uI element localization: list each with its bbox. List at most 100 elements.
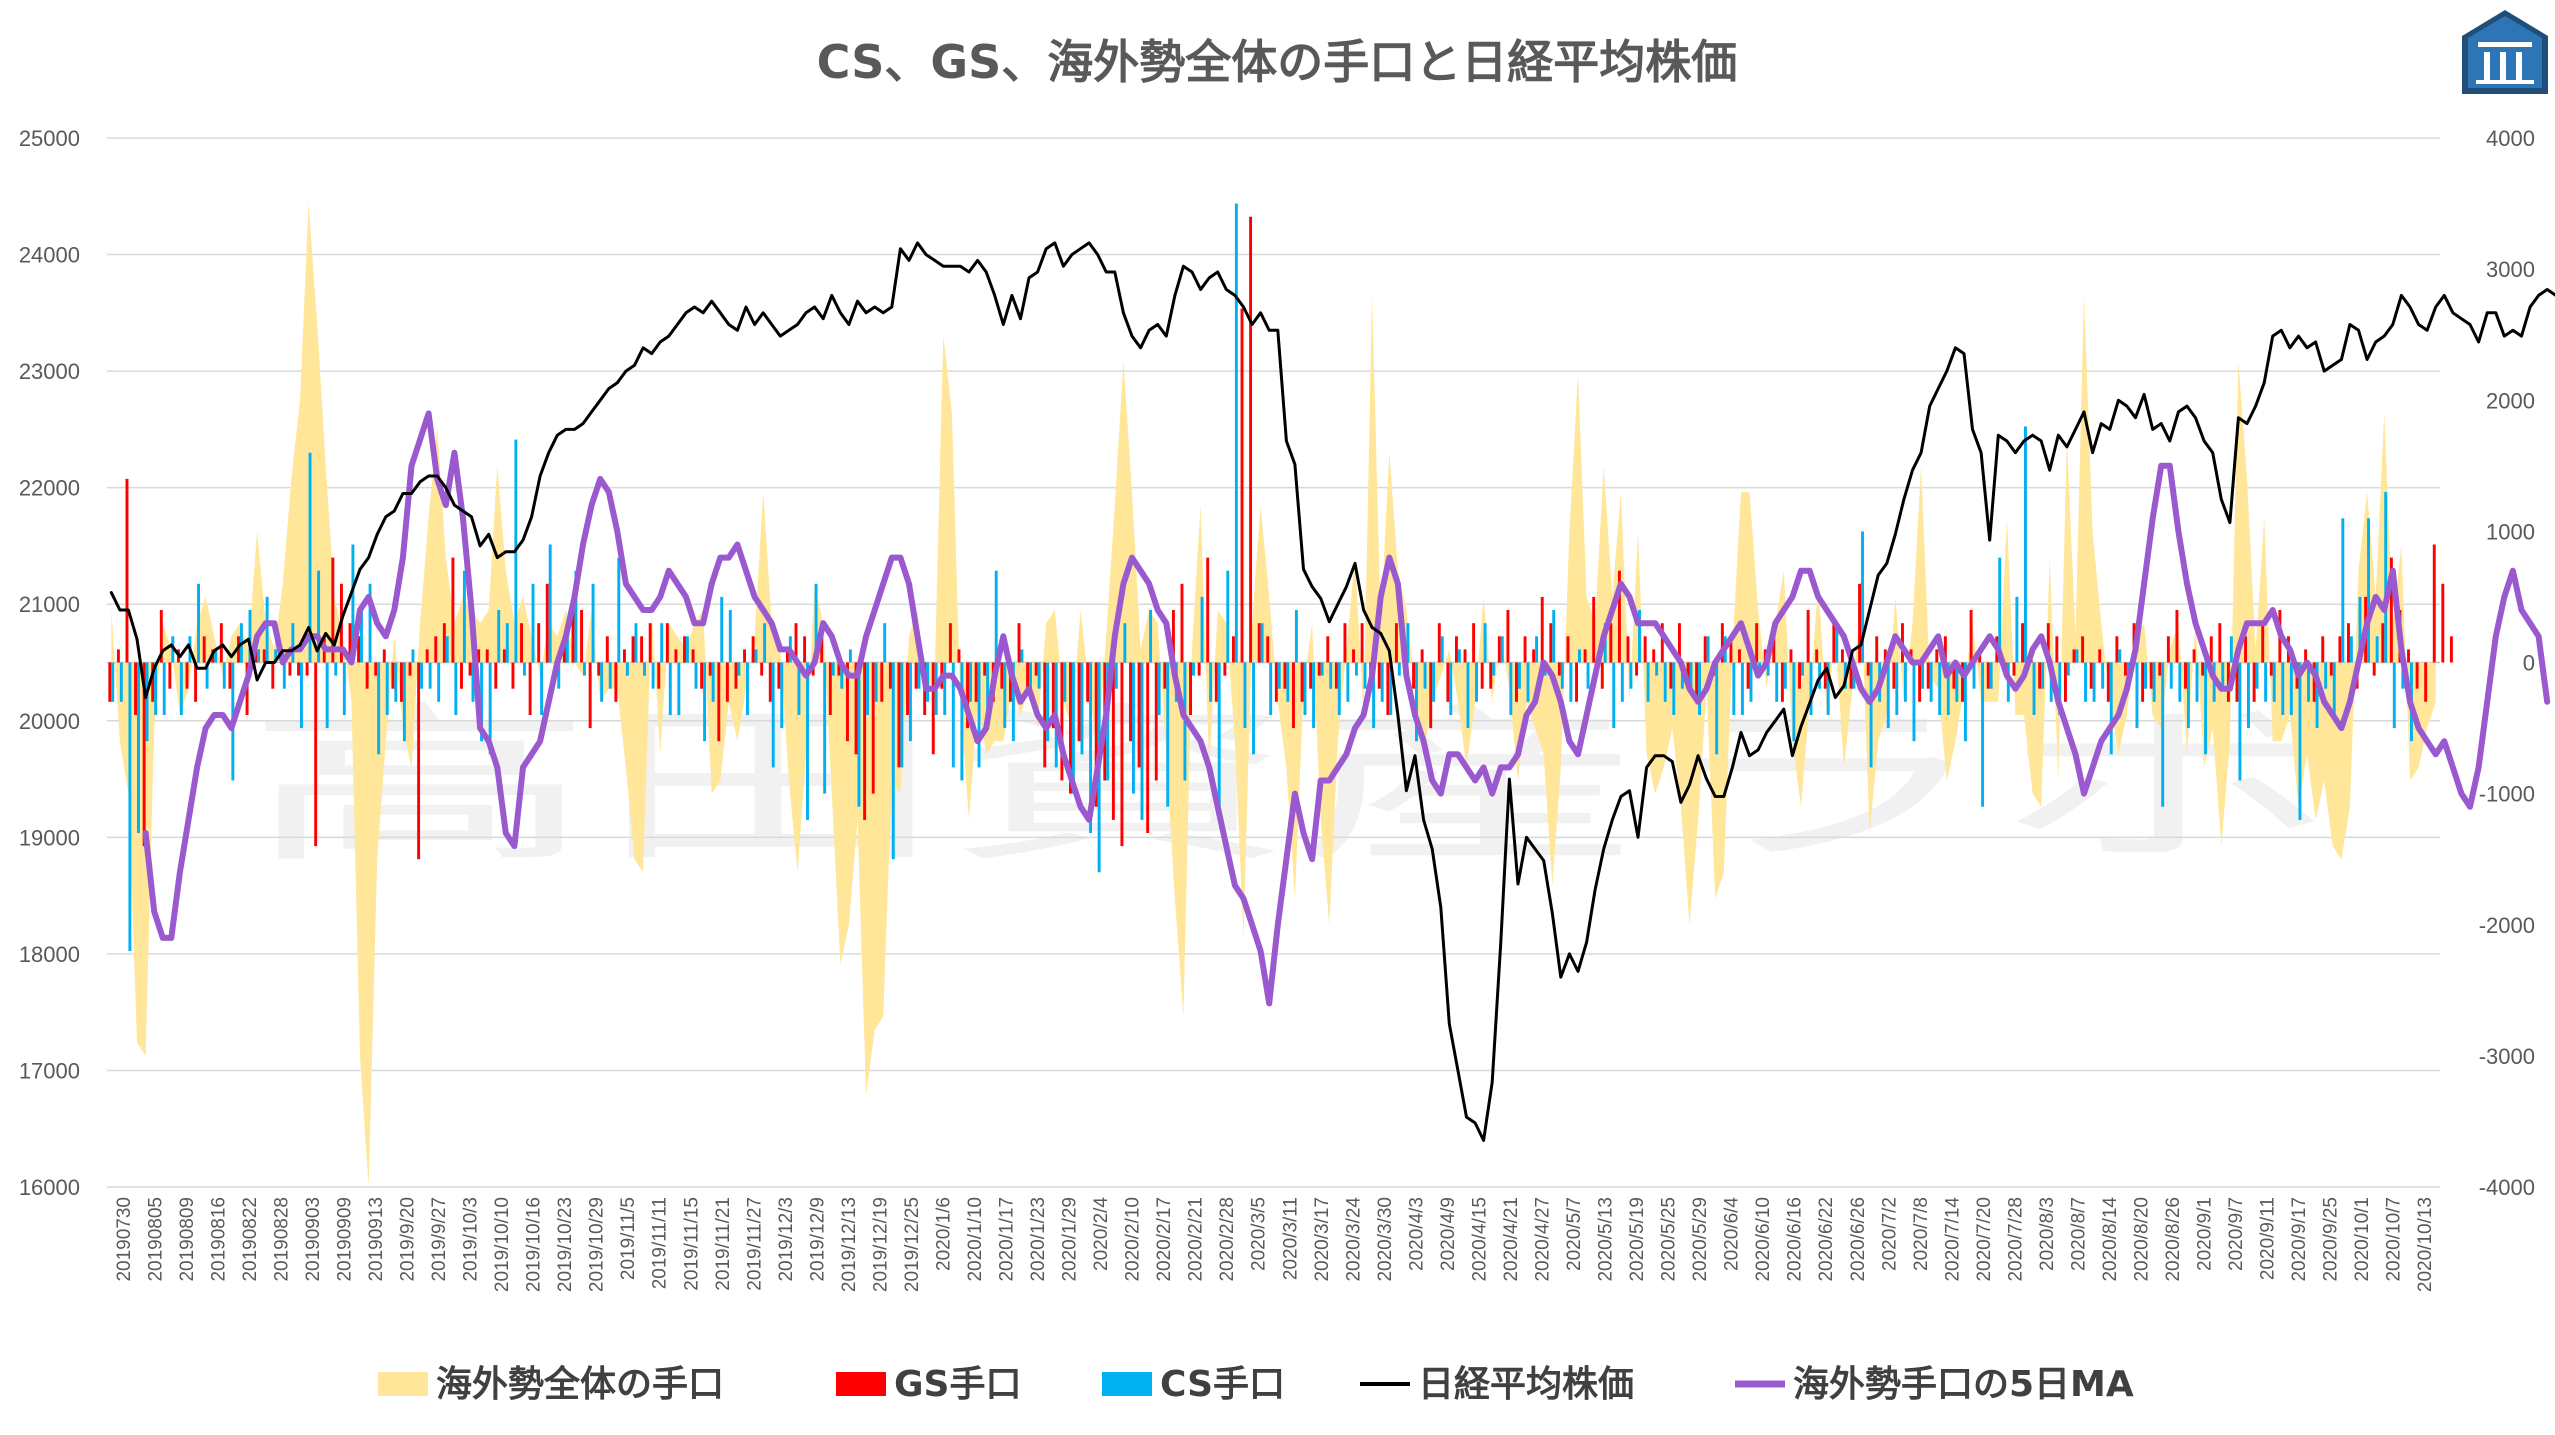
bar-cs	[1689, 662, 1693, 689]
bar-cs	[1071, 662, 1075, 794]
bar-gs	[1231, 636, 1235, 663]
bar-gs	[228, 662, 232, 689]
x-axis-tick-label: 2019/10/23	[555, 1197, 576, 1292]
bar-cs	[1449, 662, 1453, 715]
bar-cs	[1003, 662, 1007, 729]
bar-gs	[451, 557, 455, 663]
bar-gs	[803, 636, 807, 663]
bar-gs	[2089, 662, 2093, 689]
bar-cs	[951, 662, 955, 768]
bar-cs	[2221, 662, 2225, 689]
bar-gs	[897, 662, 901, 768]
x-axis-tick-label: 2020/5/7	[1564, 1197, 1585, 1271]
bar-gs	[2063, 662, 2067, 702]
bar-cs	[291, 623, 295, 663]
bar-cs	[1792, 662, 1796, 742]
left-axis-tick-label: 24000	[19, 243, 80, 268]
bar-cs	[2264, 662, 2268, 702]
bar-cs	[677, 662, 681, 715]
x-axis-tick-label: 2020/7/28	[2005, 1197, 2026, 1282]
bar-cs	[1483, 623, 1487, 663]
bar-cs	[660, 623, 664, 663]
bar-cs	[2178, 662, 2182, 702]
x-axis-tick-label: 20190903	[303, 1197, 324, 1282]
bar-gs	[854, 662, 858, 755]
bar-cs	[308, 452, 312, 663]
bar-gs	[700, 662, 704, 689]
bar-gs	[1180, 583, 1184, 663]
bar-cs	[1089, 662, 1093, 833]
bar-gs	[1926, 662, 1930, 689]
x-axis-tick-label: 2020/3/11	[1280, 1197, 1301, 1280]
x-axis-tick-label: 2020/3/30	[1375, 1197, 1396, 1282]
bar-cs	[960, 662, 964, 781]
bar-cs	[2392, 662, 2396, 729]
bar-gs	[1738, 649, 1741, 663]
bar-cs	[179, 662, 183, 715]
bar-cs	[1217, 662, 1221, 820]
bar-gs	[1755, 623, 1759, 663]
bar-cs	[257, 649, 261, 663]
x-axis-tick-label: 2020/10/7	[2384, 1197, 2405, 1282]
bar-cs	[1346, 662, 1350, 702]
bar-gs	[2055, 636, 2059, 663]
x-axis-tick-label: 2020/9/1	[2195, 1197, 2216, 1271]
bar-cs	[1114, 662, 1118, 689]
bar-gs	[348, 623, 352, 663]
bar-cs	[1329, 662, 1333, 689]
bar-cs	[1415, 662, 1418, 742]
x-axis-tick-label: 2020/1/17	[997, 1197, 1018, 1282]
bar-cs	[1475, 662, 1478, 702]
x-axis-tick-label: 2020/2/4	[1091, 1197, 1112, 1271]
bar-cs	[591, 583, 595, 663]
bar-gs	[820, 636, 824, 663]
x-axis-tick-label: 2020/1/10	[965, 1197, 986, 1282]
x-axis-tick-label: 2020/8/3	[2037, 1197, 2058, 1271]
bar-cs	[608, 662, 612, 689]
bar-gs	[520, 623, 523, 663]
bar-gs	[2098, 649, 2102, 663]
bar-gs	[2432, 544, 2436, 663]
bar-cs	[1011, 662, 1015, 742]
bar-cs	[2298, 662, 2302, 820]
bar-gs	[2175, 610, 2179, 663]
bar-gs	[1000, 662, 1004, 689]
bar-gs	[743, 649, 747, 663]
chart-title: CS、GS、海外勢全体の手口と日経平均株価	[817, 35, 1738, 89]
bar-gs	[1823, 662, 1827, 689]
bar-cs	[694, 662, 698, 689]
bar-cs	[651, 662, 655, 689]
bar-gs	[1043, 662, 1047, 768]
x-axis-tick-label: 2020/5/25	[1659, 1197, 1680, 1282]
x-axis-tick-label: 2020/10/1	[2352, 1197, 2373, 1282]
bar-cs	[1157, 662, 1161, 715]
x-axis-tick-label: 2020/8/26	[2163, 1197, 2184, 1282]
bar-gs	[116, 649, 120, 663]
x-axis-tick-label: 2020/8/14	[2100, 1197, 2121, 1282]
bar-gs	[880, 662, 884, 702]
bar-cs	[471, 662, 475, 702]
bar-gs	[1575, 662, 1578, 702]
bar-gs	[597, 662, 601, 676]
bar-gs	[442, 623, 446, 663]
bar-gs	[1943, 636, 1947, 663]
bar-cs	[703, 662, 707, 742]
x-axis-tick-label: 2020/6/16	[1785, 1197, 1806, 1282]
bar-cs	[462, 570, 466, 663]
bar-cs	[2281, 662, 2285, 715]
bar-cs	[548, 544, 552, 663]
bar-gs	[1394, 623, 1398, 663]
bar-cs	[2341, 518, 2345, 663]
bar-cs	[2229, 636, 2233, 663]
bar-cs	[214, 649, 218, 663]
bar-cs	[2084, 662, 2087, 702]
bar-cs	[1801, 662, 1804, 676]
bar-gs	[314, 662, 318, 847]
bar-cs	[299, 662, 303, 729]
bar-gs	[1883, 649, 1887, 663]
bar-cs	[1209, 662, 1213, 702]
bar-gs	[1729, 636, 1733, 663]
bar-cs	[394, 662, 398, 702]
bar-cs	[1252, 662, 1255, 755]
bar-cs	[1698, 662, 1701, 715]
